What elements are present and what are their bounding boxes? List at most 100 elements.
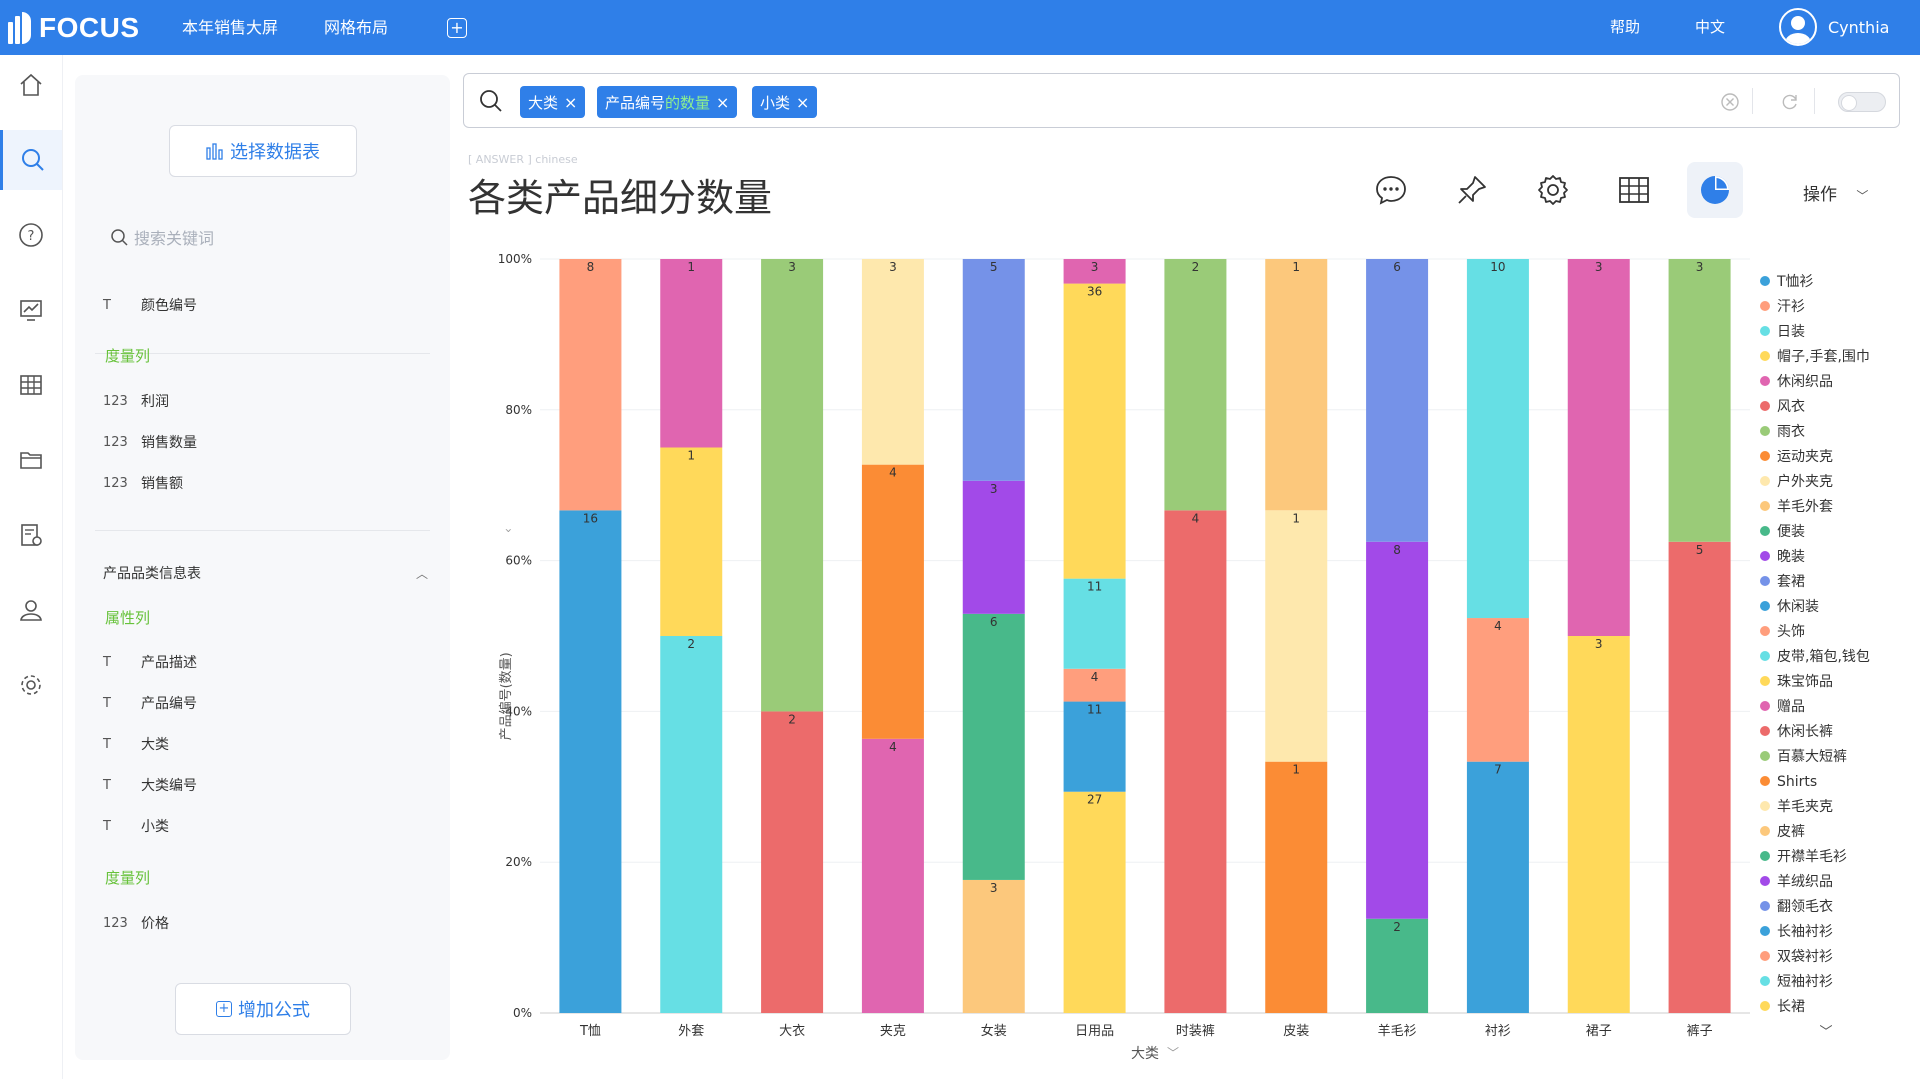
x-tick-label: 外套	[678, 1023, 704, 1039]
legend-marker	[1760, 801, 1770, 811]
data-label: 2	[687, 637, 695, 651]
nav-sales-dashboard[interactable]: 本年销售大屏	[182, 18, 279, 37]
close-icon[interactable]: ×	[796, 92, 810, 112]
help-link[interactable]: 帮助	[1610, 18, 1641, 36]
data-label: 6	[990, 615, 998, 629]
query-chip-category[interactable]: 大类 ×	[520, 86, 586, 118]
operations-menu[interactable]: 操作 ﹀	[1803, 180, 1868, 205]
query-chip-subcategory[interactable]: 小类 ×	[752, 86, 818, 118]
legend-label: 风衣	[1777, 399, 1805, 415]
user-name[interactable]: Cynthia	[1828, 18, 1890, 37]
rail-table[interactable]	[0, 355, 62, 415]
legend-label: 休闲织品	[1777, 374, 1833, 390]
pin-button[interactable]	[1444, 162, 1500, 218]
data-label: 36	[1087, 285, 1102, 299]
field-type-text: T	[103, 818, 111, 834]
rail-dashboard[interactable]	[0, 280, 62, 340]
x-tick-label: 大衣	[779, 1023, 805, 1039]
table-view-button[interactable]	[1606, 162, 1662, 218]
legend-label: 帽子,手套,围巾	[1777, 349, 1870, 365]
data-label: 16	[583, 511, 598, 525]
comment-button[interactable]	[1363, 162, 1419, 218]
settings-button[interactable]	[1525, 162, 1581, 218]
query-chip-product-count[interactable]: 产品编号的数量 ×	[597, 86, 738, 118]
chevron-up-icon[interactable]: ︿	[415, 566, 428, 581]
page-title: 各类产品细分数量	[468, 176, 773, 220]
legend-label: 皮裤	[1777, 824, 1805, 840]
rail-user[interactable]	[0, 580, 62, 640]
data-label: 3	[990, 881, 998, 895]
field-type-text: T	[103, 695, 111, 711]
close-icon[interactable]: ×	[564, 92, 578, 112]
y-tick-label: 20%	[505, 855, 532, 869]
field-type-number: 123	[103, 393, 128, 409]
bar-segment	[861, 259, 924, 465]
data-label: 3	[1595, 260, 1603, 274]
legend-marker	[1760, 476, 1770, 486]
x-tick-label: 时装裤	[1176, 1024, 1215, 1039]
close-icon[interactable]: ×	[716, 92, 730, 112]
bar-segment	[1668, 541, 1731, 1013]
legend-label: 休闲长裤	[1777, 724, 1833, 740]
add-page-icon[interactable]: +	[447, 18, 467, 38]
field-item[interactable]: 123 价格	[103, 913, 169, 933]
legend-marker	[1760, 301, 1770, 311]
divider	[95, 353, 430, 354]
rail-search[interactable]	[0, 130, 62, 190]
field-item[interactable]: T 大类编号	[103, 775, 197, 795]
bar-segment	[761, 711, 824, 1013]
field-item[interactable]: T 产品编号	[103, 693, 197, 713]
rail-help[interactable]: ?	[0, 205, 62, 265]
search-icon	[21, 149, 44, 171]
field-item[interactable]: 123 利润	[103, 391, 169, 411]
search-icon	[480, 90, 502, 112]
data-label: 4	[889, 466, 897, 480]
legend-label: 汗衫	[1777, 299, 1805, 315]
field-item[interactable]: 123 销售额	[103, 473, 183, 493]
rail-settings[interactable]	[0, 655, 62, 715]
legend-marker	[1760, 351, 1770, 361]
bar-segment	[1366, 918, 1429, 1013]
rail-home[interactable]	[0, 55, 62, 115]
bar-segment	[1567, 259, 1630, 636]
legend-label: 赠品	[1777, 699, 1805, 715]
field-name: 大类	[141, 737, 169, 753]
table-group-header[interactable]: 产品品类信息表 ︿	[103, 563, 428, 583]
nav-grid-layout[interactable]: 网格布局	[324, 18, 389, 37]
rail-report-settings[interactable]	[0, 505, 62, 565]
bar-segment	[761, 259, 824, 712]
chart-type-button[interactable]	[1687, 162, 1743, 218]
field-type-number: 123	[103, 434, 128, 450]
legend-marker	[1760, 851, 1770, 861]
data-label: 3	[1595, 637, 1603, 651]
legend-label: 长裙	[1777, 999, 1805, 1015]
add-formula-label: 增加公式	[238, 1000, 310, 1021]
field-name: 销售数量	[141, 435, 197, 451]
field-item[interactable]: 123 销售数量	[103, 432, 197, 452]
keyword-search-input[interactable]: 搜索关键词	[110, 225, 214, 249]
rail-folder[interactable]	[0, 430, 62, 490]
legend-marker	[1760, 326, 1770, 336]
field-item[interactable]: T 产品描述	[103, 652, 197, 672]
legend-marker	[1760, 901, 1770, 911]
field-item[interactable]: T 小类	[103, 816, 169, 836]
language-switch[interactable]: 中文	[1695, 18, 1726, 36]
mode-toggle[interactable]	[1838, 92, 1886, 112]
home-icon	[20, 73, 42, 96]
add-formula-button[interactable]: + 增加公式	[175, 983, 351, 1035]
legend-label: T恤衫	[1776, 274, 1814, 290]
field-name: 小类	[141, 819, 169, 835]
data-label: 1	[687, 449, 695, 463]
field-name: 大类编号	[141, 778, 197, 794]
select-table-button[interactable]: 选择数据表	[169, 125, 357, 177]
field-item[interactable]: T 大类	[103, 734, 169, 754]
focus-logo[interactable]: FOCUS	[8, 10, 140, 46]
y-tick-label: 0%	[513, 1006, 532, 1020]
field-item[interactable]: T 颜色编号	[103, 295, 197, 315]
legend-marker	[1760, 551, 1770, 561]
gear-icon	[1538, 175, 1568, 205]
avatar[interactable]	[1779, 8, 1817, 46]
bar-segment	[660, 447, 723, 636]
legend-marker	[1760, 951, 1770, 961]
query-search-bar[interactable]: 大类 × 产品编号的数量 × 小类 ×	[463, 73, 1900, 128]
